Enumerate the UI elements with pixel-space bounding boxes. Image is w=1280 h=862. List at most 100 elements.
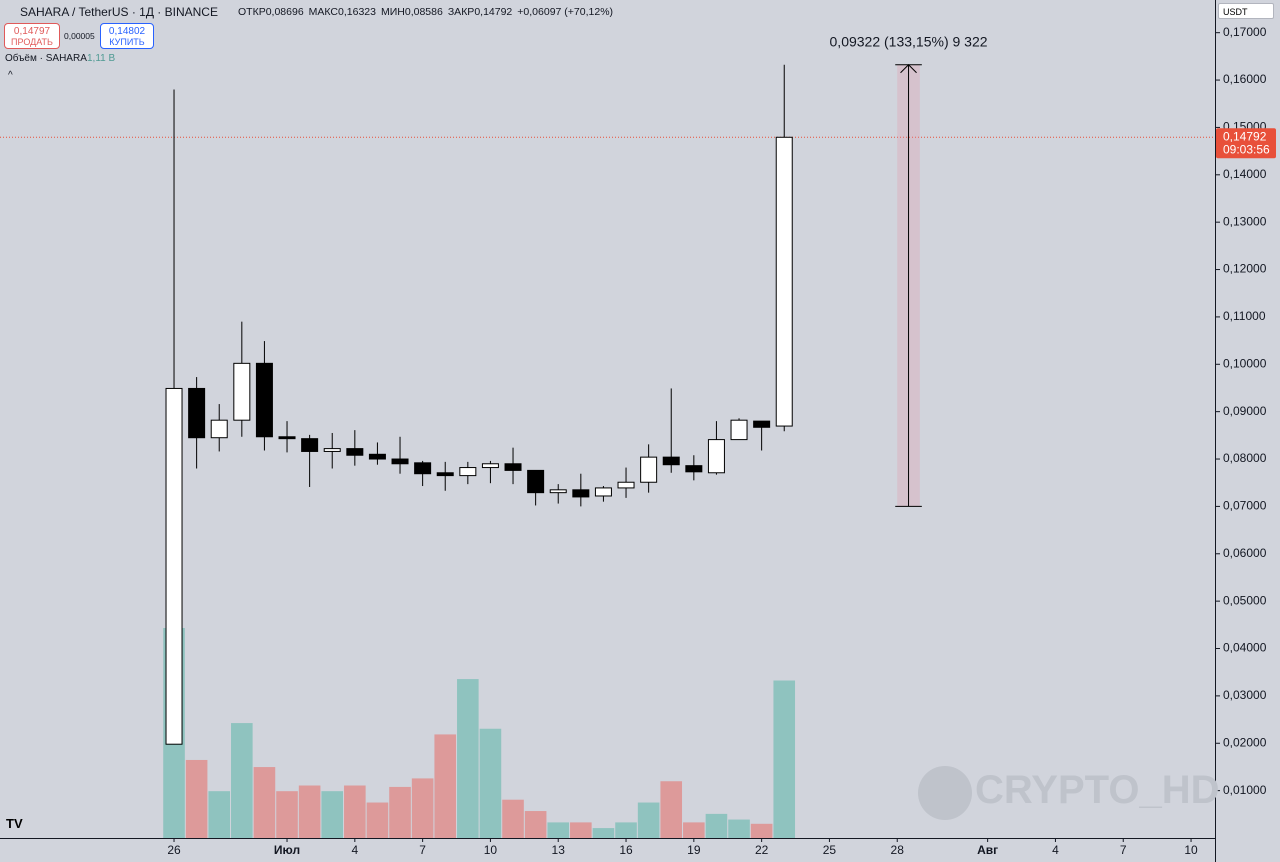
candle-body bbox=[527, 469, 545, 494]
x-tick-label: 26 bbox=[167, 843, 181, 857]
candle-body bbox=[707, 439, 725, 474]
candle-body bbox=[481, 463, 499, 469]
candle-body bbox=[640, 456, 658, 483]
y-tick-label: 0,17000 bbox=[1223, 25, 1267, 39]
ohlc-label: МАКС bbox=[308, 6, 339, 18]
volume-bar bbox=[411, 778, 434, 838]
volume-title: Объём · SAHARA bbox=[5, 53, 87, 64]
x-tick-label: 19 bbox=[687, 843, 701, 857]
candle-body bbox=[391, 458, 409, 465]
ohlc-value: 0,08586 bbox=[404, 6, 443, 18]
x-tick-label: 22 bbox=[755, 843, 769, 857]
volume-bar bbox=[750, 823, 773, 838]
candle-body bbox=[278, 436, 296, 440]
volume-bar bbox=[434, 734, 457, 838]
ohlc-label: ЗАКР bbox=[447, 6, 475, 18]
measure-label: 0,09322 (133,15%) 9 322 bbox=[830, 33, 988, 49]
candle-body bbox=[775, 136, 793, 427]
y-tick-label: 0,10000 bbox=[1223, 356, 1267, 370]
x-tick-label: 16 bbox=[619, 843, 633, 857]
buy-price: 0,14802 bbox=[108, 26, 146, 37]
candle-body bbox=[594, 487, 612, 497]
volume-bar bbox=[547, 822, 570, 838]
sell-label: ПРОДАТЬ bbox=[11, 37, 53, 47]
candle-body bbox=[255, 362, 273, 438]
volume-bar bbox=[231, 723, 253, 838]
last-price-tag bbox=[1216, 128, 1276, 159]
ohlc-value: 0,16323 bbox=[338, 6, 376, 18]
volume-bar bbox=[185, 759, 208, 838]
volume-bar bbox=[344, 785, 366, 838]
ohlc-legend: ОТКР0,08696 МАКС0,16323 МИН0,08586 ЗАКР0,14… bbox=[238, 6, 613, 18]
volume-bar bbox=[524, 811, 547, 838]
watermark: CRYPTO_HD bbox=[975, 768, 1220, 812]
y-tick-label: 0,12000 bbox=[1223, 262, 1267, 276]
last-price-label: 0,14792 bbox=[1223, 129, 1267, 143]
candle-body bbox=[346, 448, 364, 456]
volume-bar bbox=[321, 791, 344, 838]
ohlc-label: ОТКР bbox=[238, 6, 266, 18]
y-tick-label: 0,04000 bbox=[1223, 641, 1267, 655]
volume-bar bbox=[637, 802, 660, 838]
volume-bar bbox=[615, 822, 637, 838]
volume-bar bbox=[276, 791, 298, 838]
candle-body bbox=[323, 448, 341, 452]
x-tick-label: 4 bbox=[351, 843, 358, 857]
candle-body bbox=[549, 489, 567, 494]
change: +0,06097 (+70,12%) bbox=[517, 6, 614, 18]
y-tick-label: 0,08000 bbox=[1223, 451, 1267, 465]
volume-bar bbox=[592, 828, 615, 838]
ohlc-value: 0,14792 bbox=[474, 6, 513, 18]
x-tick-label: 13 bbox=[552, 843, 566, 857]
y-tick-label: 0,14000 bbox=[1223, 167, 1267, 181]
sell-price: 0,14797 bbox=[13, 26, 51, 37]
candle-body bbox=[617, 481, 635, 489]
x-tick-label: 28 bbox=[891, 843, 905, 857]
y-tick-label: 0,16000 bbox=[1223, 72, 1267, 86]
candle-body bbox=[572, 489, 590, 498]
currency-selector[interactable]: USDT bbox=[1218, 3, 1274, 19]
y-tick-label: 0,11000 bbox=[1223, 309, 1266, 323]
candle-body bbox=[730, 419, 748, 441]
candle-body bbox=[210, 419, 228, 439]
candle-body bbox=[414, 462, 432, 475]
volume-bar bbox=[660, 781, 683, 838]
y-tick-label: 0,03000 bbox=[1223, 688, 1267, 702]
x-tick-label: 7 bbox=[1120, 843, 1127, 857]
volume-bar bbox=[728, 819, 750, 838]
buy-button[interactable]: 0,14802 КУПИТЬ bbox=[100, 23, 154, 49]
y-tick-label: 0,06000 bbox=[1223, 546, 1267, 560]
volume-bar bbox=[457, 679, 479, 838]
candle-body bbox=[368, 453, 386, 460]
volume-label: 1,11 B bbox=[87, 53, 116, 64]
spread: 0,00005 bbox=[64, 31, 95, 41]
candle-body bbox=[753, 420, 771, 428]
volume-bar bbox=[479, 728, 502, 838]
candle-body bbox=[188, 387, 206, 439]
volume-bar bbox=[683, 822, 705, 838]
y-tick-label: 0,02000 bbox=[1223, 735, 1267, 749]
sell-button[interactable]: 0,14797 ПРОДАТЬ bbox=[4, 23, 60, 49]
collapse-toggle[interactable]: ^ bbox=[8, 70, 13, 81]
volume-bar bbox=[208, 791, 231, 838]
y-tick-label: 0,09000 bbox=[1223, 404, 1267, 418]
candle-body bbox=[301, 438, 319, 452]
candle-body bbox=[436, 472, 454, 477]
ohlc-value: 0,08696 bbox=[265, 6, 304, 18]
candle-body bbox=[685, 465, 703, 473]
y-tick-label: 0,05000 bbox=[1223, 593, 1267, 607]
y-tick-label: 0,01000 bbox=[1223, 783, 1267, 797]
x-tick-label: Июл bbox=[274, 843, 300, 857]
x-tick-label: Авг bbox=[977, 843, 998, 857]
y-tick-label: 0,07000 bbox=[1223, 499, 1267, 513]
x-tick-label: 7 bbox=[419, 843, 426, 857]
volume-bar bbox=[705, 813, 728, 838]
measure-arrowhead bbox=[900, 64, 917, 74]
volume-bar bbox=[253, 767, 276, 838]
candle-body bbox=[459, 467, 477, 477]
x-tick-label: 10 bbox=[1184, 843, 1198, 857]
countdown-label: 09:03:56 bbox=[1223, 142, 1270, 156]
candle-body bbox=[165, 387, 183, 745]
y-tick-label: 0,13000 bbox=[1223, 214, 1267, 228]
x-tick-label: 4 bbox=[1052, 843, 1059, 857]
